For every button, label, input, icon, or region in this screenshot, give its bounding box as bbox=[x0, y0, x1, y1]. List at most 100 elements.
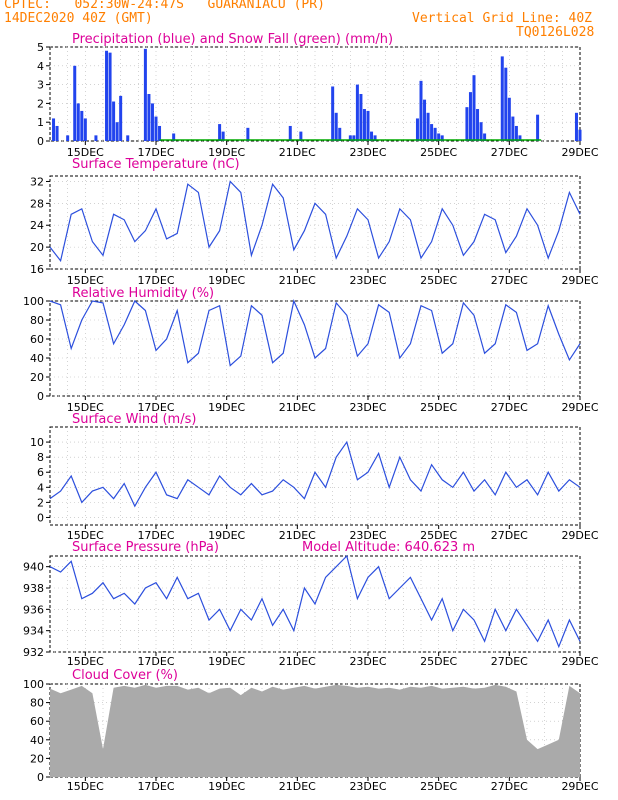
panel-1-xtick-label: 29DEC bbox=[561, 146, 598, 159]
panel-1-precip-bar bbox=[76, 103, 80, 141]
panel-1-precip-bar bbox=[143, 48, 147, 141]
panel-6-ytick-label: 40 bbox=[30, 734, 44, 747]
panel-6-ytick-label: 80 bbox=[30, 697, 44, 710]
panel-6-xtick-label: 19DEC bbox=[208, 780, 245, 793]
panel-1-precip-bar bbox=[437, 133, 441, 141]
panel-4-series-line bbox=[49, 440, 581, 508]
panel-1-xtick-label: 15DEC bbox=[67, 146, 104, 159]
panel-1-precip-bar bbox=[483, 133, 487, 141]
panel-1-precip-bar bbox=[338, 127, 342, 141]
panel-1-precip-bar bbox=[73, 65, 77, 141]
panel-4-xtick-label: 15DEC bbox=[67, 529, 104, 542]
panel-5-title: Surface Pressure (hPa) bbox=[72, 540, 219, 555]
panel-4-xtick-label: 27DEC bbox=[491, 529, 528, 542]
panel-1-precip-bar bbox=[66, 135, 70, 141]
panel-4-xtick-label: 21DEC bbox=[279, 529, 316, 542]
panel-5-ytick-label: 938 bbox=[23, 582, 44, 595]
panel-1-precip-bar bbox=[147, 94, 151, 141]
panel-1-ytick-label: 2 bbox=[37, 97, 44, 110]
panel-4-xtick-label: 19DEC bbox=[208, 529, 245, 542]
panel-3-xtick-label: 21DEC bbox=[279, 401, 316, 414]
panel-1-precip-bar bbox=[468, 92, 472, 141]
panel-3-xtick-label: 15DEC bbox=[67, 401, 104, 414]
panel-1-precip-bar bbox=[83, 118, 87, 141]
panel-6-ytick-label: 0 bbox=[37, 771, 44, 784]
panel-1-precip-bar bbox=[218, 124, 222, 141]
panel-5-xtick-label: 25DEC bbox=[420, 655, 457, 668]
panel-1-precip-bar bbox=[536, 114, 540, 141]
panel-1-xtick-label: 25DEC bbox=[420, 146, 457, 159]
panel-1-precip-bar bbox=[158, 125, 162, 141]
header-code: TQ0126L028 bbox=[516, 25, 595, 40]
panel-1-precip-bar bbox=[419, 80, 423, 141]
panel-1-precip-bar bbox=[430, 124, 434, 141]
panel-6-xtick-label: 21DEC bbox=[279, 780, 316, 793]
panel-1-xtick-label: 21DEC bbox=[279, 146, 316, 159]
panel-4-ytick-label: 4 bbox=[37, 481, 44, 494]
header-location: CPTEC: 052:30W-24:47S GUARANIACU (PR) bbox=[4, 0, 325, 12]
panel-2-ytick-label: 16 bbox=[30, 263, 44, 276]
panel-1-precip-bar bbox=[150, 103, 154, 141]
panel-1-precip-bar bbox=[299, 131, 303, 141]
panel-1-precip-bar bbox=[465, 107, 469, 141]
panel-2-xtick-label: 25DEC bbox=[420, 274, 457, 287]
panel-1-precip-bar bbox=[500, 56, 504, 141]
panel-1-precip-bar bbox=[334, 112, 338, 141]
panel-2-series-line bbox=[49, 180, 581, 263]
panel-1-precip-bar bbox=[52, 118, 56, 141]
panel-1-precip-bar bbox=[511, 116, 515, 141]
panel-4-title: Surface Wind (m/s) bbox=[72, 412, 196, 427]
panel-3-ytick-label: 0 bbox=[37, 390, 44, 403]
panel-4-xtick-label: 25DEC bbox=[420, 529, 457, 542]
panel-2-frame bbox=[49, 175, 581, 270]
panel-1-precip-bar bbox=[55, 125, 59, 141]
panel-1-precip-bar bbox=[221, 131, 225, 141]
panel-1-precip-bar bbox=[423, 99, 427, 141]
panel-4-ytick-label: 8 bbox=[37, 451, 44, 464]
panel-4-xtick-label: 23DEC bbox=[349, 529, 386, 542]
panel-5-ytick-label: 934 bbox=[23, 625, 44, 638]
panel-1-precip-bar bbox=[362, 109, 366, 141]
panel-5-ytick-label: 932 bbox=[23, 646, 44, 659]
panel-2-xtick-label: 17DEC bbox=[137, 274, 174, 287]
panel-1-precip-bar bbox=[433, 127, 437, 141]
panel-1-precip-bar bbox=[359, 94, 363, 141]
panel-4-ytick-label: 10 bbox=[30, 436, 44, 449]
panel-5-subtitle: Model Altitude: 640.623 m bbox=[302, 540, 475, 555]
panel-4-ytick-label: 6 bbox=[37, 466, 44, 479]
panel-2-ytick-label: 32 bbox=[30, 175, 44, 188]
panel-5-xtick-label: 19DEC bbox=[208, 655, 245, 668]
panel-1-xtick-label: 19DEC bbox=[208, 146, 245, 159]
panel-3-title: Relative Humidity (%) bbox=[72, 286, 214, 301]
panel-1-precip-bar bbox=[507, 97, 511, 141]
panel-1-ytick-label: 4 bbox=[37, 60, 44, 73]
panel-2-ytick-label: 24 bbox=[30, 219, 44, 232]
panel-6-xtick-label: 25DEC bbox=[420, 780, 457, 793]
panel-6-xtick-label: 27DEC bbox=[491, 780, 528, 793]
panel-1-precip-bar bbox=[415, 118, 419, 141]
panel-1-precip-bar bbox=[518, 135, 522, 141]
panel-1-precip-bar bbox=[154, 116, 158, 141]
panel-5-ytick-label: 940 bbox=[23, 561, 44, 574]
panel-3-xtick-label: 27DEC bbox=[491, 401, 528, 414]
panel-1-ytick-label: 1 bbox=[37, 116, 44, 129]
panel-3-ytick-label: 20 bbox=[30, 371, 44, 384]
panel-1-precip-bar bbox=[574, 112, 578, 141]
panel-1-precip-bar bbox=[373, 135, 377, 141]
panel-1-precip-bar bbox=[355, 84, 359, 141]
panel-1-precip-bar bbox=[105, 50, 109, 142]
panel-1-precip-bar bbox=[288, 125, 292, 141]
panel-1-precip-bar bbox=[479, 122, 483, 141]
panel-1-precip-bar bbox=[504, 67, 508, 141]
panel-1-ytick-label: 3 bbox=[37, 79, 44, 92]
panel-3-xtick-label: 19DEC bbox=[208, 401, 245, 414]
panel-2-ytick-label: 20 bbox=[30, 241, 44, 254]
panel-1-precip-bar bbox=[172, 133, 176, 141]
panel-1-precip-bar bbox=[246, 127, 250, 141]
panel-4-ytick-label: 0 bbox=[37, 511, 44, 524]
panel-6-ytick-label: 60 bbox=[30, 715, 44, 728]
panel-1-frame bbox=[49, 46, 581, 142]
panel-6-xtick-label: 23DEC bbox=[349, 780, 386, 793]
panel-4-xtick-label: 29DEC bbox=[561, 529, 598, 542]
